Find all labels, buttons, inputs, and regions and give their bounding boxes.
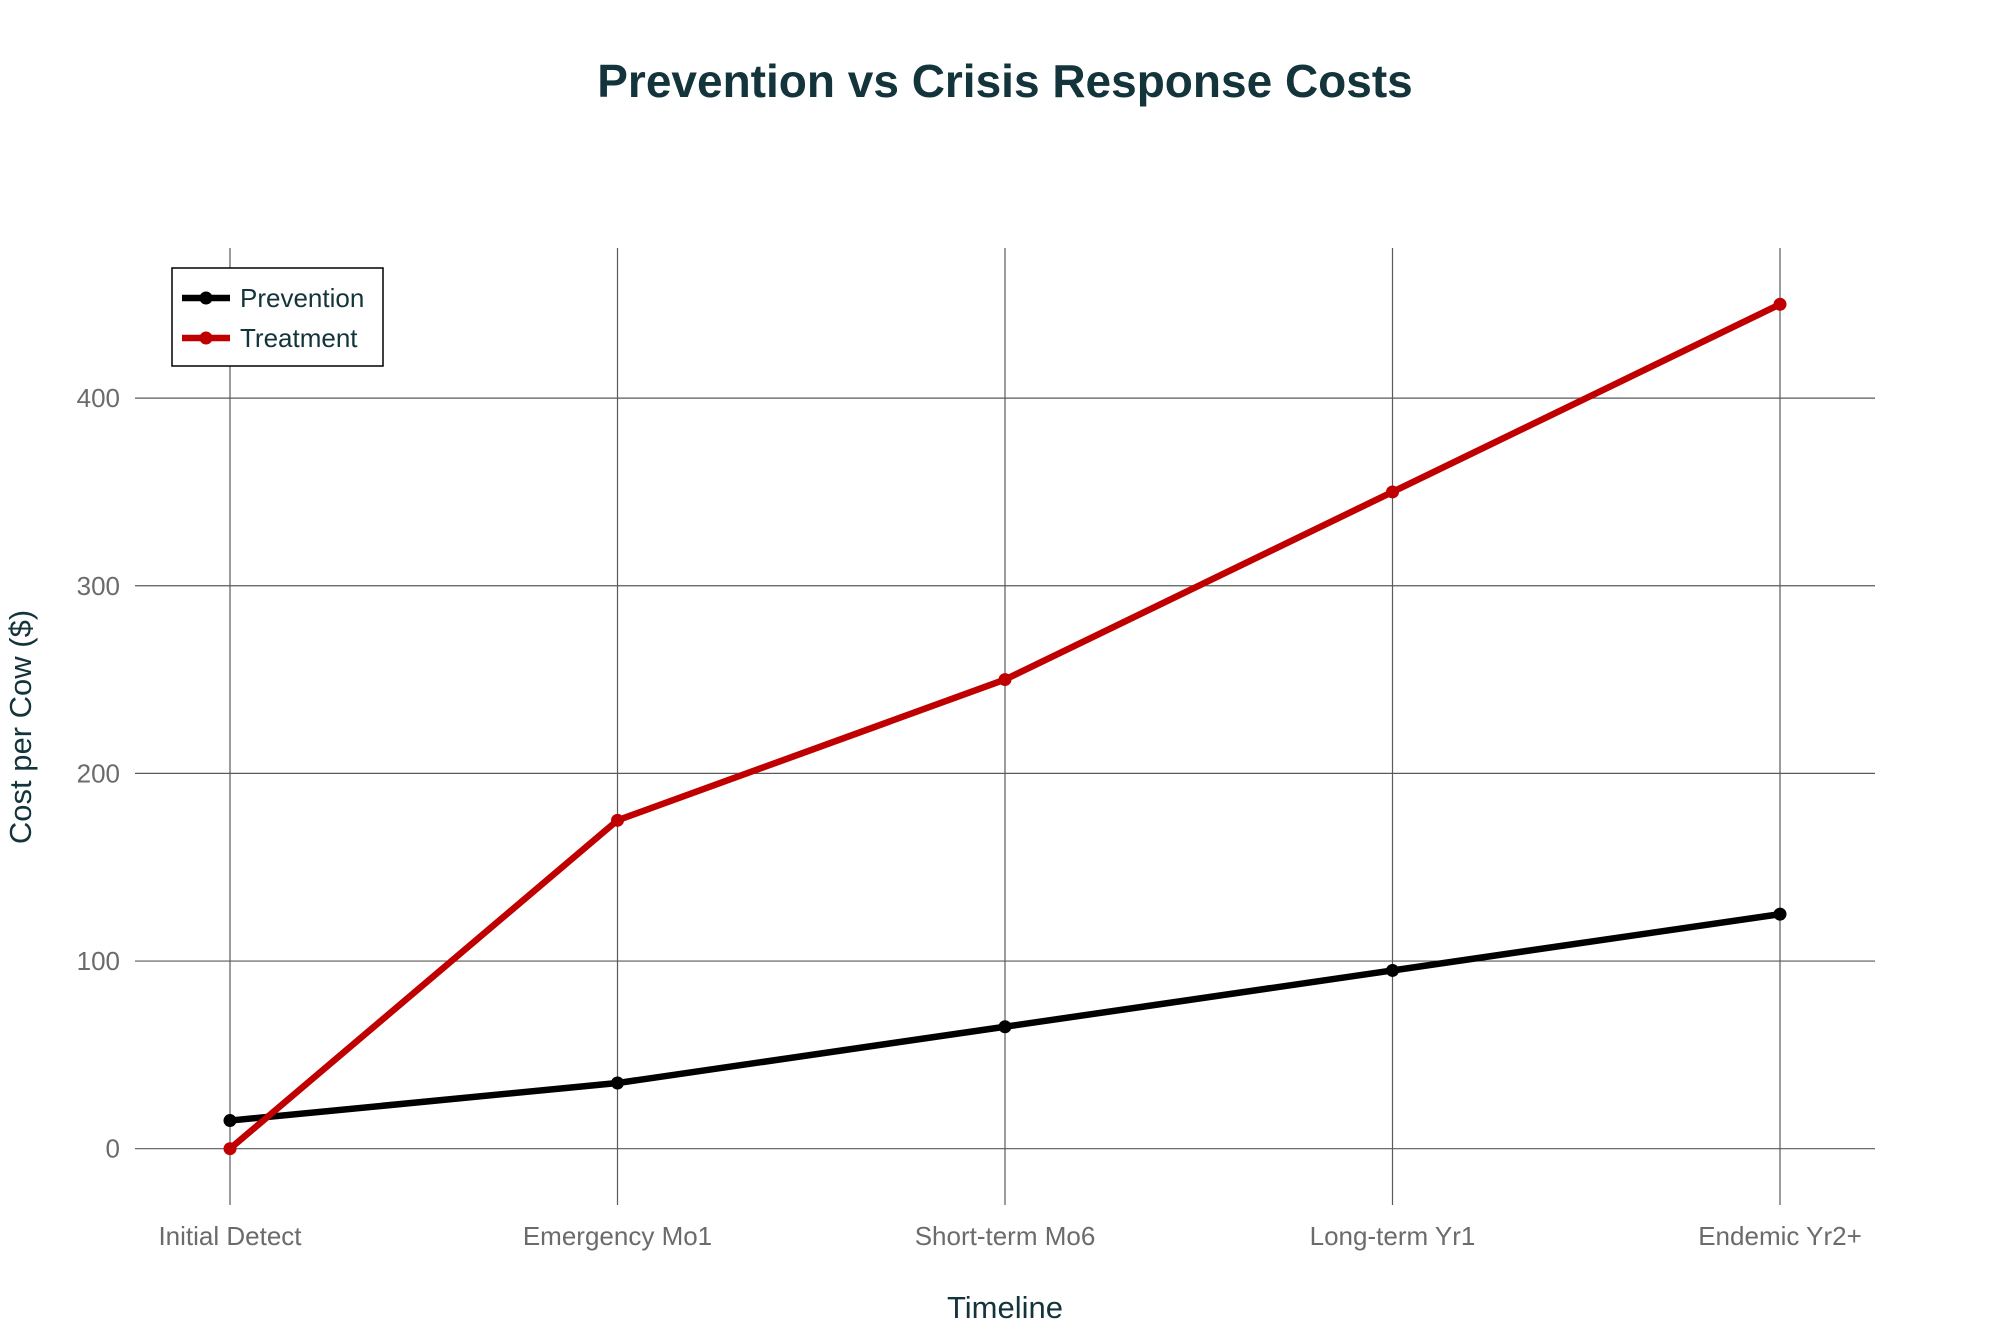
series-treatment [223,297,1787,1156]
data-point [1773,907,1787,921]
grid [135,248,1875,1205]
x-tick-label: Initial Detect [158,1221,302,1251]
legend-box [171,267,384,367]
legend-marker [199,291,213,305]
x-tick-label: Long-term Yr1 [1310,1221,1476,1251]
y-axis-title: Cost per Cow ($) [3,610,38,844]
legend: Prevention Treatment [171,267,384,367]
y-tick-label: 100 [77,946,120,976]
series-prevention [223,907,1787,1128]
x-axis-title: Timeline [947,1290,1063,1325]
x-tick-label: Emergency Mo1 [523,1221,712,1251]
series-lines [223,297,1787,1156]
y-tick-label: 300 [77,571,120,601]
legend-label: Treatment [240,323,358,353]
y-tick-label: 400 [77,383,120,413]
data-point [611,813,624,827]
legend-marker [199,331,213,345]
data-point [223,1142,237,1156]
data-point [1773,297,1787,311]
data-point [998,1020,1012,1034]
data-point [223,1114,237,1128]
chart-title: Prevention vs Crisis Response Costs [597,55,1413,107]
legend-item: Treatment [182,323,358,353]
y-tick-label: 200 [77,758,120,788]
data-point [611,1076,624,1090]
y-tick-label: 0 [106,1134,120,1164]
x-tick-label: Endemic Yr2+ [1698,1221,1862,1251]
legend-label: Prevention [240,283,364,313]
axis-ticks: 0 100 200 300 400 Initial Detect Emergency Mo1… [77,383,1862,1251]
data-point [998,673,1012,687]
data-point [1386,963,1399,977]
x-tick-label: Short-term Mo6 [915,1221,1096,1251]
data-point [1386,485,1399,499]
legend-item: Prevention [182,283,364,313]
